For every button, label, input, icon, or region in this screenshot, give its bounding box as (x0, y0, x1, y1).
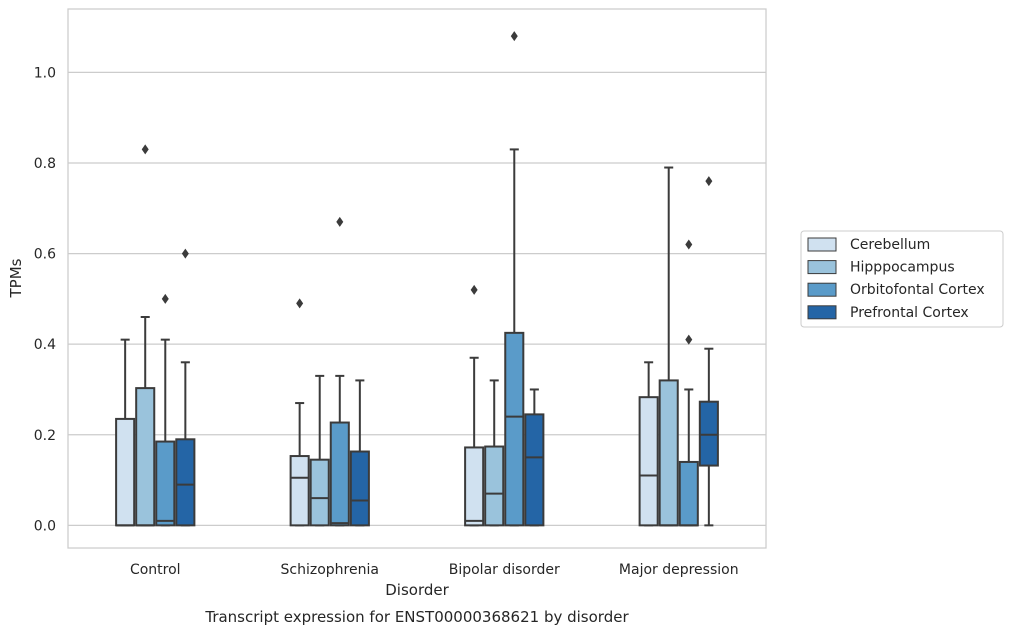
legend-frame (800, 230, 1004, 328)
box-body (329, 421, 350, 527)
legend-label: Hipppocampus (850, 260, 955, 276)
outlier-point (470, 284, 478, 295)
x-tick-label: Schizophrenia (281, 562, 379, 578)
outlier-point (705, 176, 713, 187)
box (464, 284, 485, 527)
box (524, 388, 545, 527)
box-body (349, 450, 370, 527)
box-body (115, 417, 136, 527)
outlier-point (685, 239, 693, 250)
box-body (135, 387, 156, 527)
box (115, 338, 136, 527)
plot-frame (67, 8, 767, 549)
box-body (155, 440, 176, 527)
box (504, 31, 525, 527)
box (309, 374, 330, 527)
box (658, 166, 679, 527)
y-tick-label: 0.4 (34, 337, 56, 353)
box (698, 176, 719, 527)
box (175, 248, 196, 527)
x-tick-label: Major depression (619, 562, 739, 578)
box (484, 379, 505, 527)
x-tick-label: Bipolar disorder (449, 562, 560, 578)
box-body (309, 458, 330, 527)
y-tick-label: 0.2 (34, 428, 56, 444)
y-tick-label: 0.0 (34, 518, 56, 534)
y-tick-label: 0.8 (34, 156, 56, 172)
outlier-point (336, 216, 344, 227)
box-body (504, 331, 525, 527)
y-axis-label: TPMs (7, 258, 25, 298)
box (289, 298, 310, 527)
box-body (678, 460, 699, 527)
legend-swatch (807, 305, 837, 320)
legend-label: Orbitofontal Cortex (850, 282, 985, 298)
legend: Cerebellum Hipppocampus Orbitofontal Corte… (800, 230, 1004, 328)
chart-title: Transcript expression for ENST0000036862… (204, 608, 629, 626)
x-axis-label: Disorder (385, 581, 449, 599)
y-tick-label: 1.0 (34, 65, 56, 81)
box-body (289, 455, 310, 527)
box (638, 361, 659, 527)
box (329, 216, 350, 527)
box (135, 144, 156, 527)
box-body (638, 396, 659, 527)
outlier-point (141, 144, 149, 155)
x-axis-ticks: Control Schizophrenia Bipolar disorder Majo… (130, 562, 739, 578)
box (349, 379, 370, 527)
legend-label: Prefrontal Cortex (850, 305, 969, 321)
box-body (658, 379, 679, 527)
outlier-point (161, 293, 169, 304)
box (155, 293, 176, 527)
y-tick-label: 0.6 (34, 247, 56, 263)
box-body (464, 446, 485, 527)
outlier-point (510, 31, 518, 42)
box-body (524, 413, 545, 527)
outlier-point (181, 248, 189, 259)
outlier-point (685, 334, 693, 345)
box-body (484, 445, 505, 527)
legend-swatch (807, 260, 837, 275)
y-axis-ticks: 0.0 0.2 0.4 0.6 0.8 1.0 (34, 65, 56, 534)
outlier-point (296, 298, 304, 309)
box (678, 239, 699, 527)
box-body (175, 438, 196, 527)
box-body (698, 400, 719, 467)
legend-label: Cerebellum (850, 237, 930, 253)
box-series (115, 31, 719, 527)
legend-swatch (807, 282, 837, 297)
legend-swatch (807, 237, 837, 252)
x-tick-label: Control (130, 562, 181, 578)
